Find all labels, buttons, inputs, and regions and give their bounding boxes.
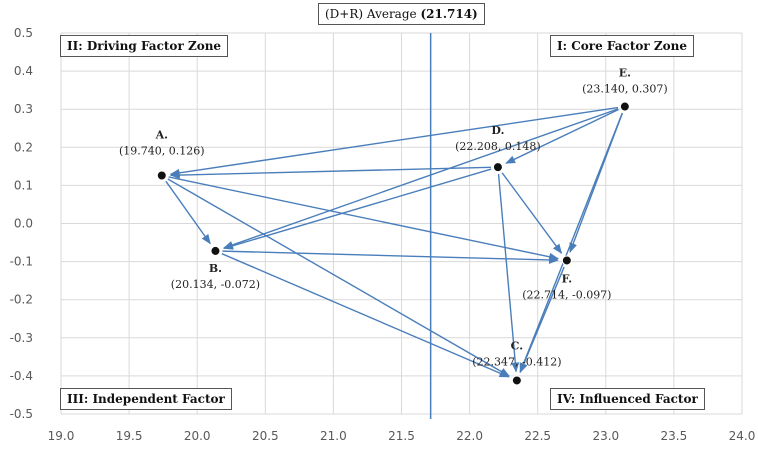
y-tick-label: -0.1	[10, 255, 33, 269]
arrow-e-d	[505, 108, 619, 164]
arrow-d-c	[497, 174, 520, 373]
point-name-d: D.	[491, 124, 504, 137]
zone-core: I: Core Factor Zone	[550, 35, 695, 57]
point-name-a: A.	[155, 128, 168, 141]
average-label-value: (21.714)	[420, 7, 478, 21]
point-e	[619, 101, 630, 112]
arrow-b-c	[221, 253, 510, 378]
point-a	[156, 170, 167, 181]
arrow-a-b	[165, 180, 211, 245]
point-d	[492, 162, 503, 173]
y-tick-label: 0.5	[14, 26, 33, 40]
x-tick-label: 23.0	[592, 429, 619, 443]
y-tick-label: 0.4	[14, 64, 33, 78]
zone-driving: II: Driving Factor Zone	[60, 35, 229, 57]
point-name-e: E.	[619, 67, 631, 80]
point-coords-d: (22.208, 0.148)	[455, 140, 541, 153]
arrow-f-c	[519, 266, 565, 374]
x-tick-label: 19.0	[48, 429, 75, 443]
point-coords-b: (20.134, -0.072)	[171, 278, 260, 291]
zone-independent: III: Independent Factor	[60, 388, 232, 410]
y-tick-label: 0.2	[14, 140, 33, 154]
y-tick-label: 0.0	[14, 217, 33, 231]
y-tick-label: -0.3	[10, 331, 33, 345]
arrow-a-c	[167, 178, 510, 377]
point-b	[210, 245, 221, 256]
point-f	[561, 255, 572, 266]
x-tick-label: 21.0	[320, 429, 347, 443]
x-tick-label: 19.5	[116, 429, 143, 443]
arrow-b-f	[222, 250, 559, 264]
zone-influenced: IV: Influenced Factor	[550, 388, 705, 410]
point-coords-a: (19.740, 0.126)	[119, 144, 205, 157]
point-name-f: F.	[562, 272, 573, 285]
arrow-e-a	[169, 106, 619, 177]
arrow-d-f	[501, 172, 563, 255]
x-tick-label: 21.5	[388, 429, 415, 443]
arrow-d-a	[169, 166, 491, 180]
y-tick-label: -0.5	[10, 407, 33, 421]
y-tick-label: -0.4	[10, 369, 33, 383]
point-coords-c: (22.347, -0.412)	[472, 355, 561, 368]
point-name-b: B.	[209, 262, 222, 275]
point-c	[511, 375, 522, 386]
arrows	[165, 106, 624, 378]
average-label-prefix: (D+R) Average	[325, 7, 421, 21]
point-labels: A. (19.740, 0.126) B. (20.134, -0.072) C. (22…	[119, 67, 668, 369]
x-tick-label: 23.5	[661, 429, 688, 443]
y-tick-label: -0.2	[10, 293, 33, 307]
x-tick-label: 20.5	[252, 429, 279, 443]
arrow-e-c	[519, 112, 623, 374]
arrow-a-f	[168, 176, 560, 261]
average-label: (D+R) Average (21.714)	[318, 3, 485, 25]
y-tick-label: 0.3	[14, 102, 33, 116]
ticks: 19.0 19.5 20.0 20.5 21.0 21.5 22.0 22.5 23.0 23.5…	[10, 26, 756, 443]
x-tick-label: 24.0	[729, 429, 756, 443]
x-tick-label: 20.0	[184, 429, 211, 443]
point-coords-e: (23.140, 0.307)	[582, 83, 668, 96]
arrow-e-b	[222, 108, 619, 249]
point-coords-f: (22.714, -0.097)	[522, 288, 611, 301]
x-tick-label: 22.5	[524, 429, 551, 443]
points	[156, 101, 630, 386]
arrow-d-b	[223, 168, 492, 250]
x-tick-label: 22.0	[456, 429, 483, 443]
point-name-c: C.	[511, 339, 523, 352]
y-tick-label: 0.1	[14, 178, 33, 192]
